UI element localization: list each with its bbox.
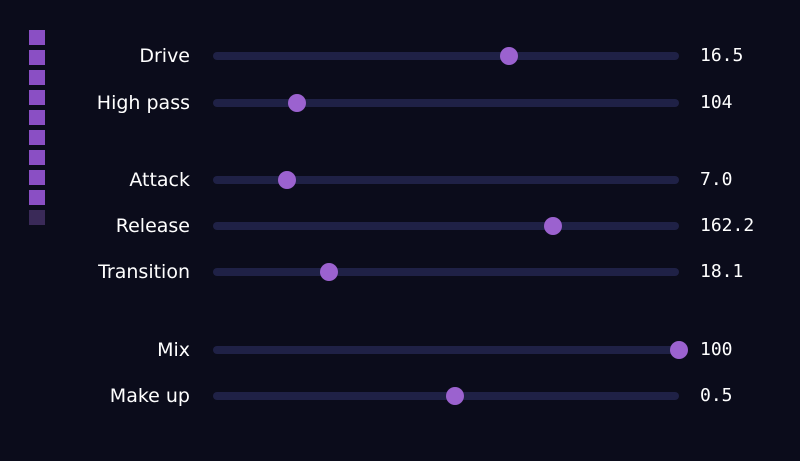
drive-value: 16.5 xyxy=(700,45,744,66)
make-up-slider[interactable] xyxy=(213,387,679,405)
mix-value: 100 xyxy=(700,339,733,360)
high-pass-slider-thumb[interactable] xyxy=(287,94,306,112)
meter-segment xyxy=(29,130,45,145)
transition-label: Transition xyxy=(98,261,190,283)
transition-slider[interactable] xyxy=(213,263,679,281)
make-up-slider-thumb[interactable] xyxy=(446,387,465,405)
meter-segment xyxy=(29,210,45,225)
transition-slider-thumb[interactable] xyxy=(320,263,339,281)
meter-segment xyxy=(29,170,45,185)
drive-slider[interactable] xyxy=(213,47,679,65)
attack-slider[interactable] xyxy=(213,171,679,189)
mix-control: Mix 100 xyxy=(0,338,800,362)
drive-label: Drive xyxy=(139,45,190,67)
meter-segment xyxy=(29,50,45,65)
high-pass-slider[interactable] xyxy=(213,94,679,112)
mix-label: Mix xyxy=(157,339,190,361)
release-control: Release 162.2 xyxy=(0,214,800,238)
high-pass-label: High pass xyxy=(96,92,190,114)
attack-slider-thumb[interactable] xyxy=(277,171,296,189)
attack-value: 7.0 xyxy=(700,169,733,190)
meter-segment xyxy=(29,150,45,165)
make-up-control: Make up 0.5 xyxy=(0,384,800,408)
meter-segment xyxy=(29,30,45,45)
drive-control: Drive 16.5 xyxy=(0,44,800,68)
release-slider-thumb[interactable] xyxy=(544,217,563,235)
transition-value: 18.1 xyxy=(700,261,744,282)
transition-control: Transition 18.1 xyxy=(0,260,800,284)
meter-segment xyxy=(29,70,45,85)
meter-segment xyxy=(29,110,45,125)
level-meter xyxy=(29,30,45,230)
make-up-value: 0.5 xyxy=(700,385,733,406)
high-pass-value: 104 xyxy=(700,92,733,113)
release-label: Release xyxy=(115,215,190,237)
meter-segment xyxy=(29,190,45,205)
mix-slider[interactable] xyxy=(213,341,688,359)
high-pass-control: High pass 104 xyxy=(0,91,800,115)
release-value: 162.2 xyxy=(700,215,755,236)
attack-control: Attack 7.0 xyxy=(0,168,800,192)
drive-slider-thumb[interactable] xyxy=(499,47,518,65)
meter-segment xyxy=(29,90,45,105)
attack-label: Attack xyxy=(129,169,190,191)
mix-slider-thumb[interactable] xyxy=(670,341,688,359)
make-up-label: Make up xyxy=(109,385,190,407)
release-slider[interactable] xyxy=(213,217,679,235)
